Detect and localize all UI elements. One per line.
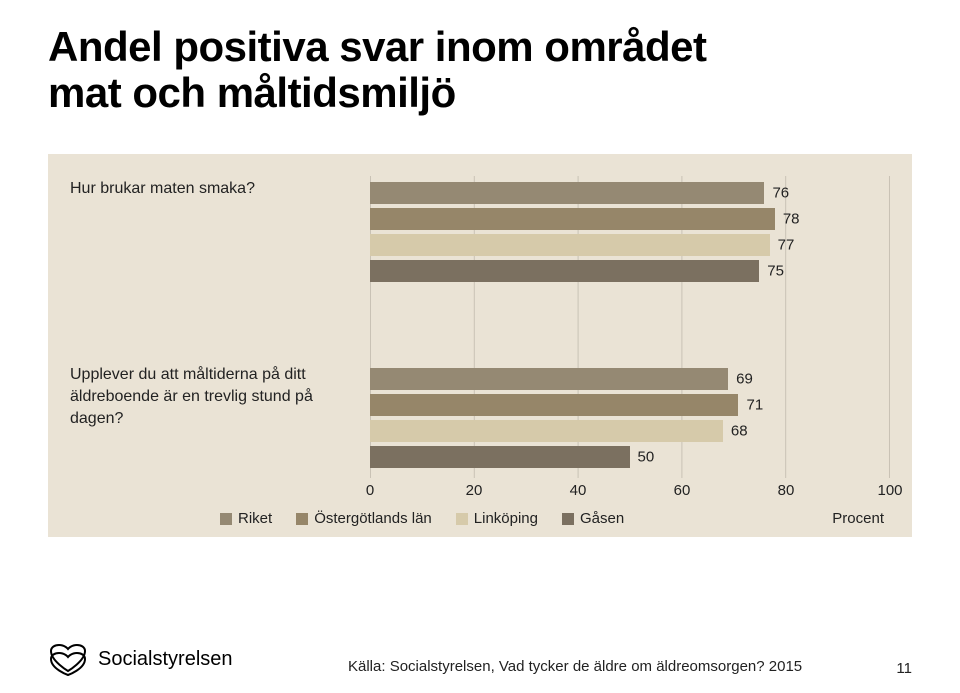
bar-row-riket: 69 <box>370 368 889 390</box>
title-line-1: Andel positiva svar inom området <box>48 23 707 70</box>
legend-swatch <box>220 513 232 525</box>
legend-item-riket: Riket <box>220 510 272 527</box>
x-tick: 100 <box>877 482 902 499</box>
bar-oster <box>370 208 775 230</box>
bar-value-label: 76 <box>772 185 789 202</box>
category-label-0: Hur brukar maten smaka? <box>70 176 370 292</box>
category-plot-1: 69 71 68 50 <box>370 362 890 478</box>
title-line-2: mat och måltidsmiljö <box>48 69 456 116</box>
x-tick: 80 <box>778 482 795 499</box>
chart-panel: Hur brukar maten smaka? 76 78 77 75 Uppleve… <box>48 154 912 537</box>
bar-gasen <box>370 446 630 468</box>
bar-value-label: 78 <box>783 211 800 228</box>
bar-row-oster: 78 <box>370 208 889 230</box>
legend-item-gasen: Gåsen <box>562 510 624 527</box>
bar-riket <box>370 182 764 204</box>
legend-row: Riket Östergötlands län Linköping Gåsen Pro… <box>70 506 890 529</box>
page-number: 11 <box>896 660 912 677</box>
bar-row-oster: 71 <box>370 394 889 416</box>
page-title: Andel positiva svar inom området mat och… <box>48 24 912 116</box>
bar-value-label: 68 <box>731 423 748 440</box>
bar-value-label: 77 <box>778 237 795 254</box>
x-axis-label: Procent <box>832 510 890 527</box>
bar-value-label: 69 <box>736 371 753 388</box>
x-tick: 40 <box>570 482 587 499</box>
x-tick: 0 <box>366 482 374 499</box>
bar-link <box>370 420 723 442</box>
legend-label: Östergötlands län <box>314 510 432 527</box>
bar-value-label: 71 <box>746 397 763 414</box>
x-axis: 020406080100 <box>370 478 890 506</box>
bar-value-label: 50 <box>638 449 655 466</box>
bar-value-label: 75 <box>767 263 784 280</box>
x-tick: 20 <box>466 482 483 499</box>
legend-item-link: Linköping <box>456 510 538 527</box>
legend-label: Linköping <box>474 510 538 527</box>
brand-text: Socialstyrelsen <box>98 648 233 671</box>
category-spacer-label <box>70 292 370 362</box>
legend-label: Riket <box>238 510 272 527</box>
legend: Riket Östergötlands län Linköping Gåsen <box>220 510 624 527</box>
bar-oster <box>370 394 738 416</box>
category-plot-0: 76 78 77 75 <box>370 176 890 292</box>
brand: Socialstyrelsen <box>48 641 233 677</box>
bar-riket <box>370 368 728 390</box>
footer: Socialstyrelsen Källa: Socialstyrelsen, … <box>48 641 912 677</box>
bar-gasen <box>370 260 759 282</box>
category-spacer <box>370 292 890 362</box>
bar-row-gasen: 50 <box>370 446 889 468</box>
bar-row-link: 68 <box>370 420 889 442</box>
legend-swatch <box>296 513 308 525</box>
source-text: Källa: Socialstyrelsen, Vad tycker de äl… <box>348 658 802 675</box>
legend-swatch <box>562 513 574 525</box>
legend-item-oster: Östergötlands län <box>296 510 432 527</box>
legend-label: Gåsen <box>580 510 624 527</box>
bar-row-gasen: 75 <box>370 260 889 282</box>
x-tick: 60 <box>674 482 691 499</box>
legend-swatch <box>456 513 468 525</box>
category-label-1: Upplever du att måltiderna på ditt äldre… <box>70 362 370 478</box>
brand-logo-icon <box>48 641 88 677</box>
bar-link <box>370 234 770 256</box>
bar-row-riket: 76 <box>370 182 889 204</box>
bar-row-link: 77 <box>370 234 889 256</box>
